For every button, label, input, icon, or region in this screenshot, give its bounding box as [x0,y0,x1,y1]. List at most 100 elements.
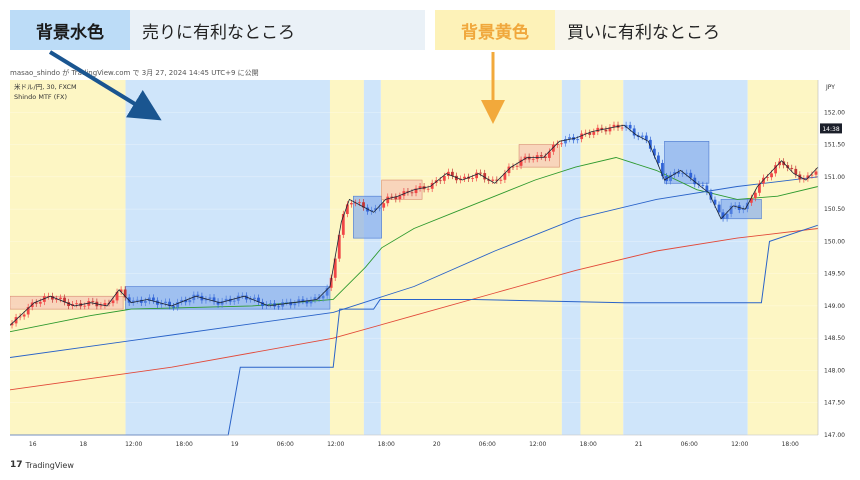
y-tick-label: 150.00 [824,238,845,245]
band-blue-1 [125,80,330,435]
candle-body [430,182,434,189]
candle-body [196,294,200,296]
y-tick-label: 150.50 [824,206,845,213]
candle-body [309,299,313,304]
y-tick-label: 152.00 [824,109,845,116]
x-tick-label: 21 [635,441,643,448]
candle-body [790,167,794,169]
candle-body [10,323,14,326]
candle-body [640,135,644,137]
last-price-tag [820,123,842,134]
candle-body [378,207,382,209]
y-tick-label: 148.50 [824,335,845,342]
candle-body [673,172,676,175]
candle-body [382,203,386,208]
candle-body [285,301,289,303]
candle-body [426,188,430,190]
candle-body [729,205,733,214]
y-tick-label: 151.00 [824,174,845,181]
candle-body [135,299,139,301]
candle-body [103,302,107,306]
tradingview-logo: 17 TradingView [10,460,74,470]
band-yellow-4 [380,80,562,435]
candle-body [277,306,281,308]
candle-body [261,301,264,307]
line-htf [10,224,819,436]
band-yellow-0 [10,80,126,435]
candle-body [398,195,402,200]
candle-body [212,297,216,302]
band-yellow-2 [329,80,364,435]
legend-sell: 背景水色 売りに有利なところ [10,10,425,50]
x-tick-label: 06:00 [681,441,698,448]
candle-body [59,297,62,300]
candle-body [184,299,188,303]
candle-body [224,298,228,302]
candle-body [584,132,588,134]
candle-body [180,299,184,303]
price-chart[interactable]: 152.00 151.50 151.00 150.50 150.00 149.50 149.… [9,80,850,455]
candle-body [499,179,503,181]
candle-body [628,124,632,129]
candle-body [131,300,135,303]
candle-body [721,212,725,219]
candle-body [83,305,87,307]
x-tick-label: 12:00 [125,441,142,448]
candle-body [301,299,305,302]
candle-body [414,188,418,194]
x-tick-label: 18:00 [176,441,193,448]
legend-buy-tag: 背景黄色 [435,10,555,50]
candle-body [410,192,414,194]
candle-body [321,295,325,299]
candle-body [681,173,685,175]
candle-body [741,209,745,210]
brand-name: TradingView [25,460,74,470]
legend-buy-text: 買いに有利なところ [567,22,720,43]
y-tick-label: 149.00 [824,303,845,310]
candle-body [632,128,636,136]
candle-body [248,299,252,301]
x-tick-label: 12:00 [529,441,546,448]
candle-body [495,179,499,181]
candle-body [749,198,753,203]
legend-sell-tag: 背景水色 [10,10,130,50]
candle-body [240,295,244,297]
band-blue-3 [363,80,381,435]
candle-body [119,289,123,292]
y-tick-label: 149.50 [824,271,845,278]
candle-body [75,303,79,305]
x-tick-label: 18:00 [580,441,597,448]
candle-body [333,258,337,278]
y-tick-label: 147.50 [824,400,845,407]
candle-body [253,297,256,300]
candle-body [160,303,163,305]
candle-body [208,297,212,300]
candle-body [539,155,543,157]
candle-body [568,137,571,140]
candle-body [786,165,790,168]
candle-body [725,213,729,219]
candle-body [164,301,167,304]
candle-body [390,196,394,198]
candle-body [535,155,539,159]
candle-body [551,144,555,152]
candle-body [770,173,773,178]
candle-body [556,143,559,145]
candle-body [758,183,761,193]
candle-body [289,301,293,306]
axes: 152.00 151.50 151.00 150.50 150.00 149.50 149.… [10,80,845,448]
x-tick-label: 06:00 [277,441,294,448]
candle-body [471,178,474,179]
candle-body [111,300,115,304]
candle-body [232,300,236,302]
candle-body [329,277,333,288]
candle-body [580,133,584,140]
candle-body [806,175,810,179]
candle-body [370,209,373,212]
chart-svg[interactable]: 152.00 151.50 151.00 150.50 150.00 149.50 149.… [9,80,850,455]
candle-body [596,127,600,132]
candles [9,121,819,329]
candle-body [475,172,479,179]
candle-body [325,287,329,296]
